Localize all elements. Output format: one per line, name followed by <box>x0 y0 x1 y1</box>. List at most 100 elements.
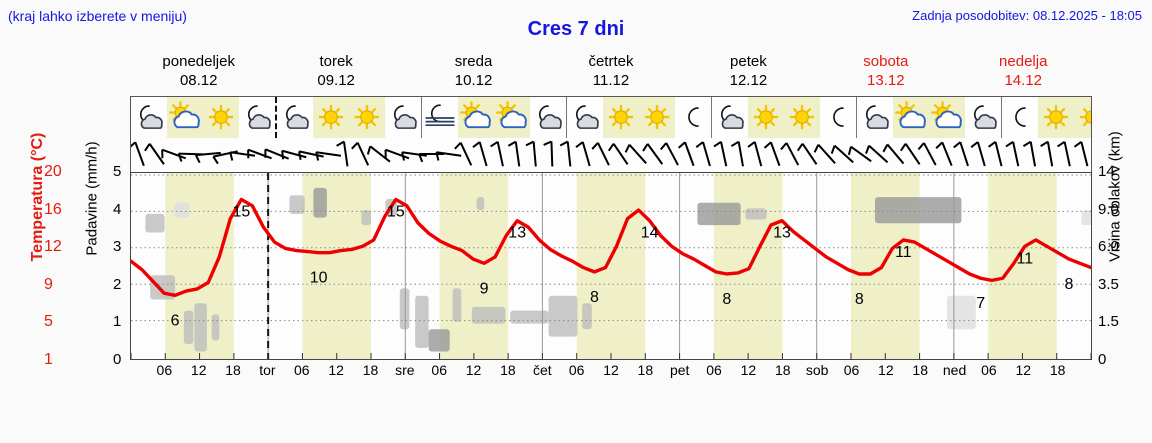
weather-icon-cell-14 <box>639 97 675 138</box>
chart-legend: Dež Možnost ploh © vreme.us & vreme.pro … <box>0 388 1152 438</box>
weather-icon-cell-16 <box>711 97 748 138</box>
x-label-5: 12 <box>328 362 344 378</box>
wind-barb-17 <box>418 153 445 163</box>
day-date: 11.12 <box>592 72 630 89</box>
x-label-11: čet <box>532 362 552 378</box>
sun-cloud-icon <box>931 100 962 128</box>
daylight-band-1 <box>302 173 371 359</box>
temperature-label-3: 15 <box>387 203 405 220</box>
temperature-label-14: 8 <box>1064 276 1073 293</box>
cloud-patch-8 <box>361 210 371 226</box>
wind-barb-54 <box>1057 140 1071 167</box>
wind-barb-49 <box>970 141 986 167</box>
temperature-label-2: 10 <box>310 270 328 287</box>
wind-barb-14 <box>366 145 391 163</box>
weather-icon-cell-1 <box>167 97 203 138</box>
sun-icon <box>208 104 234 129</box>
wind-barb-38 <box>780 142 800 166</box>
sun-cloud-icon <box>496 100 527 128</box>
x-label-25: 12 <box>1015 362 1032 378</box>
wind-barb-24 <box>543 140 554 167</box>
wind-barb-4 <box>194 151 221 164</box>
sun-icon <box>1043 104 1069 129</box>
daylight-band-6 <box>988 173 1057 359</box>
cloud-height-tick-5: 0 <box>1098 351 1107 368</box>
daylight-band-2 <box>439 173 509 359</box>
wind-barb-30 <box>642 143 664 165</box>
day-header-2: sreda 10.12 <box>405 50 542 92</box>
moon-cloud-icon <box>140 104 163 129</box>
weather-icon-cell-21 <box>893 97 929 138</box>
weather-icon-cell-18 <box>784 97 820 138</box>
weather-icon-cell-5 <box>313 97 349 138</box>
sun-icon <box>644 104 670 129</box>
wind-barb-42 <box>847 145 872 163</box>
cloud-patch-19 <box>697 202 741 226</box>
x-label-12: 06 <box>568 362 585 378</box>
temperature-label-9: 13 <box>773 225 791 242</box>
temperature-label-7: 14 <box>641 225 659 242</box>
cloud-height-tick-3: 3.5 <box>1098 275 1119 293</box>
precipitation-tick-1: 4 <box>113 200 122 218</box>
cloud-patch-0 <box>145 213 165 233</box>
weather-icon-cell-17 <box>748 97 784 138</box>
wind-barb-41 <box>830 144 854 164</box>
x-label-18: 18 <box>774 362 791 378</box>
weather-icon-cell-2 <box>203 97 239 138</box>
wind-barb-7 <box>247 148 272 160</box>
weather-icon-cell-12 <box>566 97 603 138</box>
cloud-height-tick-1: 9.0 <box>1098 200 1119 218</box>
weather-icon-band <box>130 96 1092 138</box>
x-label-15: pet <box>669 362 690 378</box>
wind-barb-32 <box>678 141 695 167</box>
day-header-5: sobota 13.12 <box>817 50 954 92</box>
wind-barb-2 <box>161 148 187 160</box>
wind-barb-48 <box>953 141 969 167</box>
day-name: sreda <box>454 53 493 70</box>
cloud-patch-6 <box>289 195 305 214</box>
cloud-patch-16 <box>548 295 578 337</box>
weather-icon-cell-24 <box>1001 97 1038 138</box>
wind-barb-37 <box>763 141 781 167</box>
cloud-height-tick-2: 6.0 <box>1098 238 1119 256</box>
moon-cloud-icon <box>576 104 599 129</box>
weather-icon-cell-3 <box>239 97 275 138</box>
x-label-17: 12 <box>740 362 757 378</box>
x-label-4: 06 <box>293 362 310 378</box>
menu-note: (kraj lahko izberete v meniju) <box>8 8 187 24</box>
wind-barb-19 <box>454 141 473 166</box>
wind-barb-50 <box>988 141 1003 167</box>
wind-barb-55 <box>1073 141 1089 167</box>
day-header-row: ponedeljek 08.12 torek 09.12 sreda 10.12 četrt… <box>130 50 1092 92</box>
day-name: petek <box>730 53 767 70</box>
sun-icon <box>354 104 380 129</box>
wind-barb-52 <box>1022 140 1037 167</box>
wind-barb-27 <box>591 142 610 166</box>
day-name: četrtek <box>588 53 634 70</box>
cloud-patch-13 <box>452 288 462 322</box>
x-label-16: 06 <box>706 362 722 378</box>
x-label-14: 18 <box>637 362 654 378</box>
wind-barb-28 <box>607 143 629 165</box>
day-name: sobota <box>863 53 909 70</box>
sun-cloud-icon <box>169 100 200 128</box>
wind-barb-36 <box>747 141 763 167</box>
weather-icon-cell-0 <box>131 97 167 138</box>
wind-barb-43 <box>865 144 889 164</box>
weather-icon-cell-6 <box>349 97 385 138</box>
cloud-patch-1 <box>174 202 190 218</box>
x-label-8: 06 <box>431 362 447 378</box>
wind-barb-29 <box>624 144 647 164</box>
temperature-label-5: 13 <box>508 225 526 242</box>
wind-barb-45 <box>900 143 921 165</box>
temperature-label-12: 7 <box>976 295 985 312</box>
sun-cloud-icon <box>895 100 926 128</box>
wind-barb-9 <box>281 149 307 160</box>
x-label-13: 12 <box>603 362 619 378</box>
moon-cloud-icon <box>248 104 271 129</box>
temperature-label-10: 8 <box>855 291 864 308</box>
cloud-patch-21 <box>875 197 962 224</box>
precipitation-axis-title: Padavine (mm/h) <box>83 141 101 256</box>
x-label-19: sob <box>805 362 829 378</box>
cloud-patch-3 <box>183 310 194 345</box>
